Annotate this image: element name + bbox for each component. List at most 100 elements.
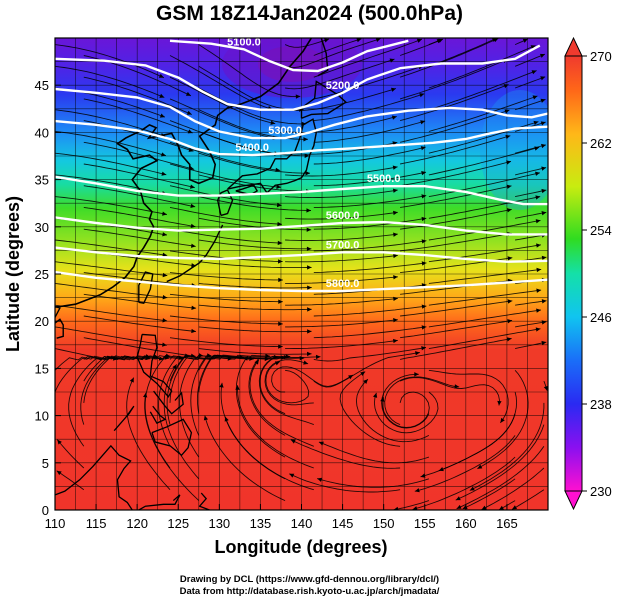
x-tick-label: 140 xyxy=(291,516,313,531)
streamline xyxy=(169,55,273,110)
height-contour xyxy=(55,270,548,293)
streamline-arrowhead xyxy=(438,467,444,472)
streamline xyxy=(169,163,282,188)
streamline-arrowhead xyxy=(543,385,548,391)
colorbar-tick-label: 270 xyxy=(590,49,612,64)
streamline-arrowhead xyxy=(254,359,259,365)
x-tick-label: 160 xyxy=(455,516,477,531)
streamline xyxy=(198,196,312,211)
streamline xyxy=(313,347,427,362)
colorbar: 230 238 246 254 262 270 xyxy=(564,36,612,511)
streamline xyxy=(198,326,312,333)
colorbar-gradient xyxy=(564,55,583,492)
contour-label: 5200.0 xyxy=(326,80,360,92)
streamline-arrowhead xyxy=(541,166,547,171)
streamline xyxy=(339,371,401,447)
streamline-arrowhead xyxy=(277,240,283,246)
colorbar-tick-label: 246 xyxy=(590,310,612,325)
y-tick-label: 25 xyxy=(35,267,49,282)
streamline xyxy=(290,439,401,469)
x-tick-label: 115 xyxy=(86,516,107,531)
streamline xyxy=(400,160,512,187)
streamline xyxy=(313,146,426,165)
x-tick-label: 125 xyxy=(167,516,189,531)
streamline xyxy=(56,439,85,469)
streamline xyxy=(285,276,398,284)
streamline-arrowhead xyxy=(393,210,398,216)
cold-trough-east xyxy=(480,90,548,210)
streamline-arrowhead xyxy=(393,275,398,280)
philippines-coastline xyxy=(55,305,210,510)
colorbar-ticks: 230 238 246 254 262 270 xyxy=(582,49,612,499)
streamline xyxy=(428,309,541,328)
streamline xyxy=(428,328,541,350)
streamline-arrowhead xyxy=(392,165,398,170)
streamline-arrowhead xyxy=(393,506,399,510)
streamline-arrowhead xyxy=(190,353,196,358)
streamline-arrowhead xyxy=(274,361,280,366)
streamline xyxy=(515,211,547,219)
streamline-arrowhead xyxy=(276,202,282,208)
y-tick-label: 10 xyxy=(35,409,49,424)
streamline xyxy=(55,152,167,176)
streamline-arrowhead xyxy=(315,354,321,360)
streamline xyxy=(428,219,541,241)
x-tick-label: 145 xyxy=(332,516,354,531)
streamline-arrowhead xyxy=(393,232,398,237)
streamline xyxy=(317,478,430,488)
y-tick-label: 40 xyxy=(35,125,49,140)
streamline xyxy=(393,500,430,510)
streamline-arrowhead xyxy=(190,243,196,248)
streamline xyxy=(198,152,310,174)
streamline-arrowhead xyxy=(420,473,426,478)
streamline-arrowhead xyxy=(530,45,536,50)
streamline xyxy=(285,189,398,199)
streamline xyxy=(169,206,283,225)
streamline xyxy=(318,441,430,464)
streamline-arrowhead xyxy=(391,115,397,120)
streamline-arrowhead xyxy=(162,295,168,300)
colorbar-tick-label: 262 xyxy=(590,136,612,151)
streamline xyxy=(289,473,401,493)
streamline-arrowhead xyxy=(299,356,305,361)
streamline-arrowhead xyxy=(393,253,398,259)
streamline-arrowhead xyxy=(419,93,425,98)
streamline xyxy=(169,354,279,360)
streamline-arrowhead xyxy=(506,160,512,165)
streamline xyxy=(399,377,500,406)
streamline xyxy=(198,354,305,371)
streamline-arrowhead xyxy=(477,464,483,469)
streamline-arrowhead xyxy=(421,325,427,330)
streamline-arrowhead xyxy=(363,379,368,384)
streamline-arrowhead xyxy=(160,152,166,157)
streamline xyxy=(481,467,545,510)
streamline xyxy=(55,174,167,195)
streamline xyxy=(515,321,547,328)
streamline xyxy=(55,44,165,79)
streamline xyxy=(55,282,168,299)
streamline xyxy=(285,254,398,263)
streamline-arrowhead xyxy=(278,259,283,264)
streamline-arrowhead xyxy=(277,221,282,227)
streamline-arrowhead xyxy=(421,304,427,309)
streamline-arrowhead xyxy=(278,299,283,304)
height-contour xyxy=(55,87,548,140)
streamline xyxy=(144,357,171,469)
streamline xyxy=(515,341,547,350)
streamline xyxy=(55,261,168,277)
streamline-arrowhead xyxy=(161,171,167,176)
streamline-arrowhead xyxy=(317,477,323,482)
streamline xyxy=(514,167,547,176)
streamline-arrowhead xyxy=(436,39,442,44)
streamline xyxy=(169,228,283,244)
x-tick-label: 120 xyxy=(126,516,148,531)
colorbar-bottom-arrow xyxy=(564,490,583,511)
streamline xyxy=(313,120,426,143)
streamline-arrowhead xyxy=(289,473,295,478)
streamline xyxy=(198,109,308,140)
streamline xyxy=(514,144,547,154)
streamline-arrowhead xyxy=(481,505,487,510)
streamline xyxy=(428,268,542,284)
streamline xyxy=(400,208,512,230)
gridlines xyxy=(55,38,548,510)
